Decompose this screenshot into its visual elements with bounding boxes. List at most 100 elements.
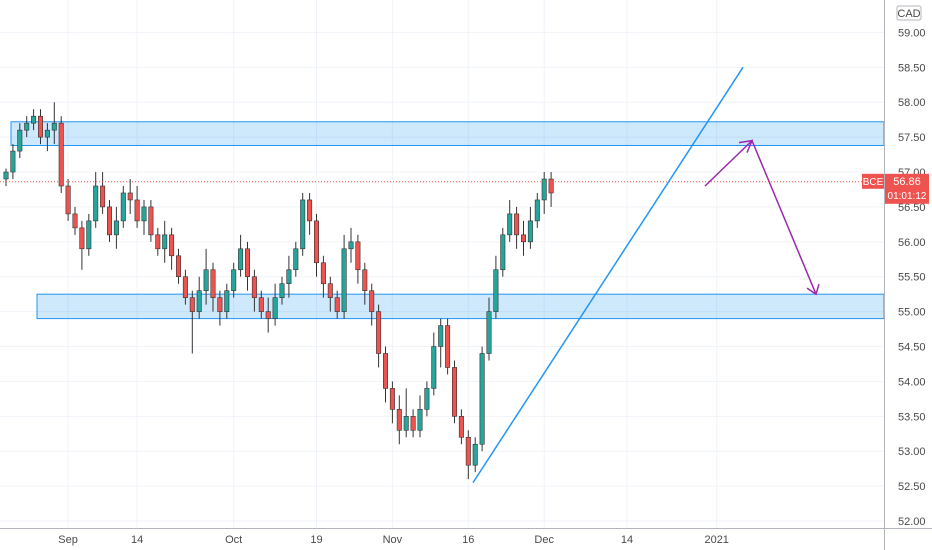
- candle: [155, 227, 161, 256]
- candle-body: [548, 178, 554, 194]
- candle: [465, 430, 471, 480]
- candle: [396, 395, 402, 445]
- candle-body: [514, 213, 520, 236]
- candle: [141, 199, 147, 235]
- candle-body: [17, 129, 23, 152]
- x-tick-label: Dec: [534, 534, 554, 546]
- candle-body: [327, 283, 333, 298]
- candle: [162, 220, 168, 263]
- candle-body: [169, 234, 175, 257]
- candle-body: [438, 325, 444, 347]
- candle-body: [362, 269, 368, 291]
- drawings: [0, 66, 884, 484]
- candle-body: [231, 269, 237, 291]
- candle-body: [376, 311, 382, 354]
- support-zone: [36, 293, 885, 320]
- candle-body: [424, 388, 430, 410]
- x-tick-label: 16: [462, 534, 474, 546]
- y-tick-label: 57.50: [898, 132, 926, 144]
- candle: [120, 185, 126, 228]
- trendline[interactable]: [472, 66, 744, 484]
- y-tick-label: 54.50: [898, 342, 926, 354]
- candle-body: [24, 122, 30, 131]
- candle: [534, 192, 540, 228]
- candle: [65, 179, 71, 221]
- candle-body: [251, 276, 257, 298]
- candle-body: [72, 213, 78, 229]
- candle: [438, 318, 444, 368]
- candle-body: [486, 311, 492, 354]
- y-tick-label: 53.00: [898, 446, 926, 458]
- candle-body: [279, 283, 285, 298]
- x-tick-label: Nov: [383, 534, 403, 546]
- candle: [10, 144, 16, 180]
- x-tick-label: Oct: [225, 534, 242, 546]
- arrow-head-down: [806, 283, 820, 296]
- candle: [472, 437, 478, 473]
- x-tick-label: 14: [621, 534, 633, 546]
- candle-body: [307, 199, 313, 222]
- currency-label: CAD: [897, 8, 920, 20]
- candle: [231, 262, 237, 298]
- candle-body: [493, 269, 499, 312]
- candle: [203, 248, 209, 305]
- candle: [424, 381, 430, 417]
- candle-body: [210, 269, 216, 298]
- candle-body: [37, 115, 43, 138]
- candle-body: [238, 248, 244, 271]
- candle-body: [527, 220, 533, 243]
- candle-body: [176, 255, 182, 278]
- candle: [279, 276, 285, 305]
- candle-body: [341, 248, 347, 312]
- last-price-label: 56.86: [893, 176, 921, 188]
- candle-body: [313, 220, 319, 264]
- candle: [458, 409, 464, 445]
- candle: [313, 213, 319, 277]
- candle-body: [120, 192, 126, 222]
- price-zones: [10, 121, 885, 320]
- candle: [486, 297, 492, 361]
- candle: [548, 172, 554, 207]
- candle-body: [286, 269, 292, 285]
- candle: [24, 116, 30, 138]
- candle-body: [65, 185, 71, 215]
- candle-body: [355, 241, 361, 271]
- candle-body: [100, 185, 106, 208]
- candle: [169, 227, 175, 270]
- candle: [307, 192, 313, 235]
- candle-body: [113, 220, 119, 236]
- candle: [541, 172, 547, 214]
- candle-body: [31, 115, 37, 124]
- candle-body: [534, 199, 540, 222]
- candle: [210, 262, 216, 312]
- candle: [3, 168, 9, 186]
- candle: [507, 199, 513, 242]
- candle-body: [265, 311, 271, 319]
- candle: [176, 248, 182, 284]
- x-tick-label: 14: [131, 534, 143, 546]
- candle-body: [458, 416, 464, 438]
- candle: [514, 206, 520, 249]
- candle-body: [224, 290, 230, 312]
- y-tick-label: 53.50: [898, 411, 926, 423]
- grid: [0, 0, 884, 528]
- candle-body: [431, 346, 437, 389]
- candle-body: [445, 325, 451, 368]
- candle: [500, 227, 506, 277]
- candle: [148, 199, 154, 242]
- candle: [224, 283, 230, 319]
- candle: [417, 395, 423, 438]
- candle-body: [245, 248, 251, 278]
- symbol-badge: [862, 173, 884, 189]
- candle-body: [300, 199, 306, 250]
- candle-body: [58, 122, 64, 187]
- candle-body: [141, 206, 147, 222]
- candle: [493, 255, 499, 319]
- y-tick-label: 52.00: [898, 516, 926, 528]
- candle-body: [348, 241, 354, 250]
- currency-badge[interactable]: [896, 5, 922, 21]
- projection-path[interactable]: [704, 139, 817, 295]
- candle: [51, 102, 57, 145]
